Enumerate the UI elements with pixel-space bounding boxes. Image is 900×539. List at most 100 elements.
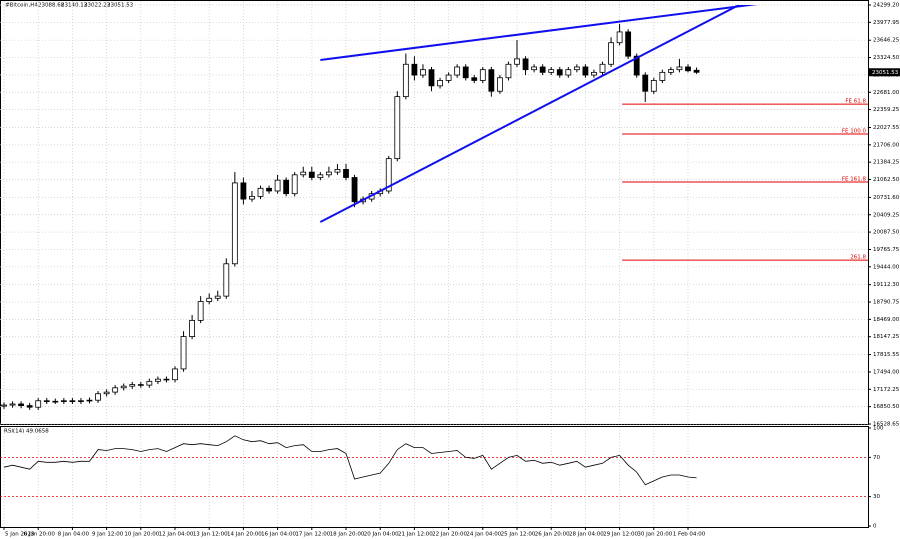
candle-body xyxy=(496,77,503,92)
candle-body xyxy=(471,77,478,81)
candle-body xyxy=(385,158,392,192)
candle-body xyxy=(591,71,597,76)
y-tick-label: 0 xyxy=(873,524,877,530)
y-tick-label: 22027.55 xyxy=(873,125,900,131)
candle-body xyxy=(616,31,623,44)
y-tick-label: 20731.60 xyxy=(873,195,900,201)
x-tick-label: 13 Jan 12:00 xyxy=(193,532,228,538)
y-tick-label: 21706.00 xyxy=(873,142,900,148)
y-tick-label: 17815.55 xyxy=(873,352,900,358)
candle-body xyxy=(103,391,110,395)
x-tick-label: 22 Jan 20:00 xyxy=(432,532,467,538)
x-tick-label: 26 Jan 20:00 xyxy=(535,532,570,538)
candle-body xyxy=(223,263,230,297)
candle-body xyxy=(240,182,247,200)
candle-body xyxy=(556,69,563,76)
candle-body xyxy=(582,66,589,76)
y-tick-label: 18469.00 xyxy=(873,317,900,323)
x-tick-label: 8 Jan 04:00 xyxy=(58,532,90,538)
candle-body xyxy=(428,69,435,87)
candle-body xyxy=(1,404,7,407)
y-tick-label: 19112.30 xyxy=(873,282,900,288)
candle-body xyxy=(531,66,537,71)
candle-body xyxy=(642,74,649,92)
candle-body xyxy=(445,74,452,81)
candle-body xyxy=(608,42,614,65)
y-tick-label: 23977.95 xyxy=(873,20,900,26)
candle-body xyxy=(249,195,255,200)
candle-body xyxy=(325,171,332,176)
candle-body xyxy=(676,66,683,71)
candle-body xyxy=(625,31,632,57)
x-tick-label: 30 Jan 20:00 xyxy=(637,532,672,538)
candle-body xyxy=(334,169,341,173)
x-tick-label: 25 Jan 12:00 xyxy=(501,532,536,538)
candle-body xyxy=(317,174,324,178)
x-tick-label: 21 Jan 12:00 xyxy=(398,532,433,538)
y-tick-label: 17494.00 xyxy=(873,369,900,375)
rsi-title: RSI(14) xyxy=(4,429,24,435)
x-tick-label: 24 Jan 04:00 xyxy=(466,532,501,538)
candle-body xyxy=(69,400,76,402)
price-tag xyxy=(869,68,900,77)
trendline xyxy=(320,5,758,61)
x-tick-label: 16 Jan 04:00 xyxy=(261,532,296,538)
y-tick-label: 20087.50 xyxy=(873,230,900,236)
fib-label: FE 161.8 xyxy=(842,177,867,183)
x-tick-label: 5 Jan 2023 xyxy=(5,532,35,538)
candle-body xyxy=(266,187,272,192)
candle-body xyxy=(257,187,264,197)
candle-body xyxy=(565,69,572,76)
y-tick-label: 70 xyxy=(873,455,880,461)
fib-label: FE 100.0 xyxy=(842,129,867,135)
y-tick-label: 16528.65 xyxy=(873,422,900,428)
candle-body xyxy=(26,405,33,408)
candle-body xyxy=(300,171,307,176)
candle-body xyxy=(488,69,495,92)
candle-body xyxy=(86,399,93,402)
candle-body xyxy=(479,69,486,81)
y-tick-label: 21062.50 xyxy=(873,177,900,183)
candle-body xyxy=(78,400,84,402)
y-tick-label: 24299.20 xyxy=(873,3,900,9)
candle-body xyxy=(231,182,238,265)
fib-label: 261.8 xyxy=(850,255,866,261)
header-high: 23140.13 xyxy=(61,3,88,9)
x-tick-label: 9 Jan 12:00 xyxy=(92,532,124,538)
candle-body xyxy=(394,96,401,160)
candle-body xyxy=(402,63,409,98)
trendline xyxy=(319,5,742,223)
candle-body xyxy=(197,301,204,321)
y-tick-label: 20409.25 xyxy=(873,212,900,218)
candle-body xyxy=(291,174,298,195)
candle-body xyxy=(514,58,520,65)
candle-body xyxy=(180,336,187,370)
candle-body xyxy=(420,69,426,76)
candle-body xyxy=(505,63,512,79)
candle-body xyxy=(685,66,691,72)
x-tick-label: 20 Jan 04:00 xyxy=(364,532,399,538)
candle-body xyxy=(206,297,213,302)
candle-body xyxy=(60,400,67,402)
candle-body xyxy=(18,403,25,406)
candle-body xyxy=(214,295,221,299)
candle-body xyxy=(95,393,101,401)
candle-body xyxy=(668,69,674,73)
candle-body xyxy=(43,400,50,402)
candle-body xyxy=(659,71,666,81)
candle-body xyxy=(548,69,555,73)
candle-body xyxy=(52,400,59,403)
candle-body xyxy=(189,319,196,337)
candle-body xyxy=(573,66,580,71)
rsi-value: 49.0658 xyxy=(26,429,49,435)
rsi-frame xyxy=(0,426,869,528)
candle-body xyxy=(411,63,418,76)
y-tick-label: 17172.25 xyxy=(873,387,900,393)
header-low: 23022.23 xyxy=(84,3,111,9)
candle-body xyxy=(633,55,640,76)
candle-body xyxy=(172,368,178,381)
y-tick-label: 18147.25 xyxy=(873,334,900,340)
y-tick-label: 19444.00 xyxy=(873,264,900,270)
x-tick-label: 29 Jan 12:00 xyxy=(603,532,638,538)
